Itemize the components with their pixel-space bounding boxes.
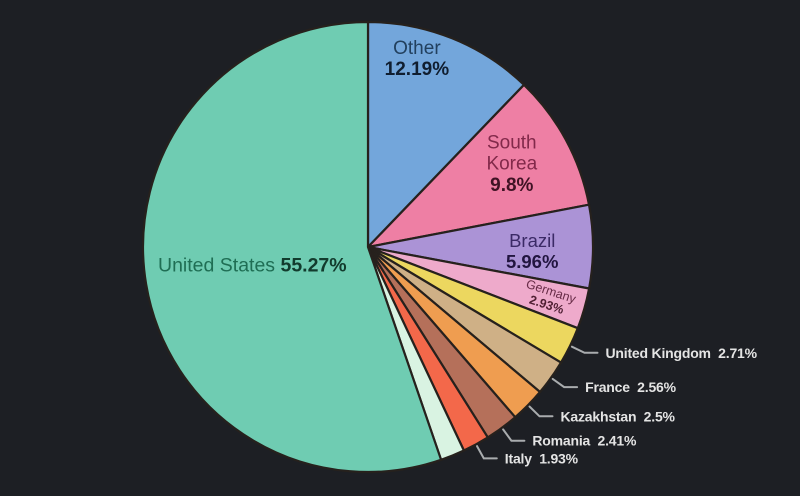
pie-label-south-korea: South Korea 9.8%: [486, 132, 537, 196]
leader-line-italy: [476, 445, 498, 460]
outside-label-france: France 2.56%: [585, 379, 677, 395]
pie-label-brazil: Brazil 5.96%: [506, 230, 558, 272]
leader-line-united-kingdom: [570, 345, 599, 354]
outside-label-united-kingdom: United Kingdom 2.71%: [606, 345, 758, 361]
pie-label-united-states: United States 55.27%: [158, 254, 347, 276]
pie-label-other: Other 12.19%: [385, 38, 450, 80]
leader-line-kazakhstan: [528, 405, 554, 418]
leader-line-romania: [502, 428, 526, 442]
outside-label-italy: Italy 1.93%: [505, 450, 579, 466]
pie-slice-united-states: [142, 20, 443, 474]
outside-label-kazakhstan: Kazakhstan 2.5%: [561, 408, 676, 424]
leader-line-france: [551, 377, 579, 389]
pie-slice-other: [366, 20, 526, 249]
outside-label-romania: Romania 2.41%: [532, 433, 637, 449]
pie-slice-south-korea: [366, 83, 591, 249]
